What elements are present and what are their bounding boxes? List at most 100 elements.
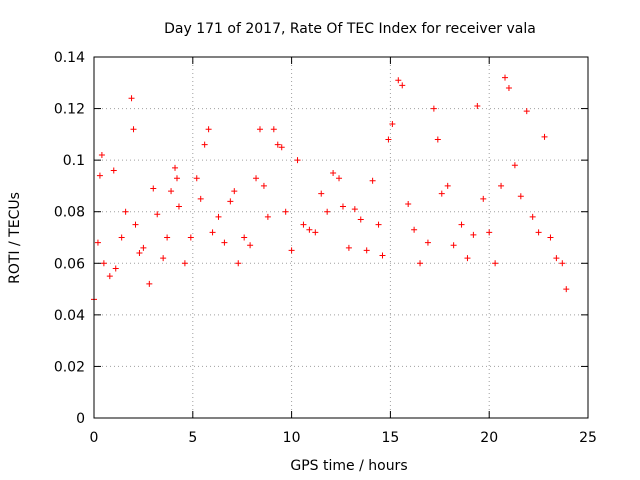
data-point bbox=[136, 249, 143, 256]
data-point bbox=[450, 242, 457, 249]
data-point bbox=[312, 229, 319, 236]
x-tick-label: 15 bbox=[381, 430, 399, 446]
data-point bbox=[547, 234, 554, 241]
data-point bbox=[154, 211, 161, 218]
data-point bbox=[168, 188, 175, 195]
data-point bbox=[94, 239, 101, 246]
data-point bbox=[253, 175, 260, 182]
data-point bbox=[438, 190, 445, 197]
data-point bbox=[282, 208, 289, 215]
data-point bbox=[110, 167, 117, 174]
data-point bbox=[140, 244, 147, 251]
data-point bbox=[523, 108, 530, 115]
data-point bbox=[160, 255, 167, 262]
data-point bbox=[345, 244, 352, 251]
data-point bbox=[100, 260, 107, 267]
data-point bbox=[306, 226, 313, 233]
data-point bbox=[150, 185, 157, 192]
data-point bbox=[227, 198, 234, 205]
x-axis-label: GPS time / hours bbox=[290, 458, 407, 474]
data-point bbox=[498, 182, 505, 189]
data-point bbox=[444, 182, 451, 189]
x-tick-label: 25 bbox=[579, 430, 597, 446]
x-tick-label: 10 bbox=[283, 430, 301, 446]
x-tick-label: 0 bbox=[90, 430, 99, 446]
data-point bbox=[434, 136, 441, 143]
y-axis-label: ROTI / TECUs bbox=[7, 192, 23, 284]
data-point bbox=[247, 242, 254, 249]
data-point bbox=[411, 226, 418, 233]
data-point bbox=[464, 255, 471, 262]
data-point bbox=[278, 144, 285, 151]
data-point bbox=[458, 221, 465, 228]
data-point bbox=[274, 141, 281, 148]
data-point bbox=[96, 172, 103, 179]
data-point bbox=[502, 74, 509, 81]
data-point bbox=[270, 126, 277, 133]
data-point bbox=[375, 221, 382, 228]
data-point bbox=[385, 136, 392, 143]
data-point bbox=[209, 229, 216, 236]
data-point bbox=[256, 126, 263, 133]
data-point bbox=[529, 213, 536, 220]
data-point bbox=[363, 247, 370, 254]
y-tick-label: 0 bbox=[76, 411, 85, 427]
data-point bbox=[98, 151, 105, 158]
data-point bbox=[187, 234, 194, 241]
data-point bbox=[517, 193, 524, 200]
data-point bbox=[132, 221, 139, 228]
y-tick-label: 0.06 bbox=[54, 256, 85, 272]
data-point bbox=[221, 239, 228, 246]
data-point bbox=[563, 286, 570, 293]
data-point bbox=[379, 252, 386, 259]
data-point bbox=[405, 200, 412, 207]
data-point bbox=[486, 229, 493, 236]
y-tick-labels: 0 0.02 0.04 0.06 0.08 0.1 0.12 0.14 bbox=[54, 50, 85, 427]
data-point bbox=[535, 229, 542, 236]
data-point bbox=[330, 170, 337, 177]
data-point bbox=[205, 126, 212, 133]
data-point bbox=[235, 260, 242, 267]
data-point bbox=[130, 126, 137, 133]
chart-title: Day 171 of 2017, Rate Of TEC Index for r… bbox=[164, 21, 536, 37]
data-point bbox=[173, 175, 180, 182]
data-point bbox=[201, 141, 208, 148]
data-point bbox=[336, 175, 343, 182]
data-point bbox=[294, 157, 301, 164]
data-point bbox=[395, 77, 402, 84]
data-point bbox=[164, 234, 171, 241]
data-point bbox=[430, 105, 437, 112]
y-tick-label: 0.08 bbox=[54, 205, 85, 221]
data-point bbox=[300, 221, 307, 228]
axis-ticks bbox=[93, 56, 589, 419]
data-point bbox=[197, 195, 204, 202]
data-point bbox=[480, 195, 487, 202]
data-point bbox=[541, 133, 548, 140]
data-point bbox=[424, 239, 431, 246]
y-tick-label: 0.1 bbox=[63, 153, 85, 169]
data-point bbox=[324, 208, 331, 215]
x-tick-labels: 0 5 10 15 20 25 bbox=[90, 430, 597, 446]
data-point bbox=[470, 231, 477, 238]
data-point bbox=[241, 234, 248, 241]
y-tick-label: 0.02 bbox=[54, 359, 85, 375]
data-point bbox=[118, 234, 125, 241]
y-tick-label: 0.04 bbox=[54, 308, 85, 324]
data-point bbox=[122, 208, 129, 215]
data-point bbox=[417, 260, 424, 267]
data-point bbox=[264, 213, 271, 220]
data-point bbox=[474, 102, 481, 109]
data-point bbox=[112, 265, 119, 272]
data-point bbox=[231, 188, 238, 195]
data-points bbox=[91, 74, 570, 303]
data-point bbox=[172, 164, 179, 171]
data-point bbox=[215, 213, 222, 220]
data-point bbox=[146, 280, 153, 287]
y-tick-label: 0.12 bbox=[54, 102, 85, 118]
data-point bbox=[351, 206, 358, 213]
data-point bbox=[369, 177, 376, 184]
data-point bbox=[128, 95, 135, 102]
y-tick-label: 0.14 bbox=[54, 50, 85, 66]
